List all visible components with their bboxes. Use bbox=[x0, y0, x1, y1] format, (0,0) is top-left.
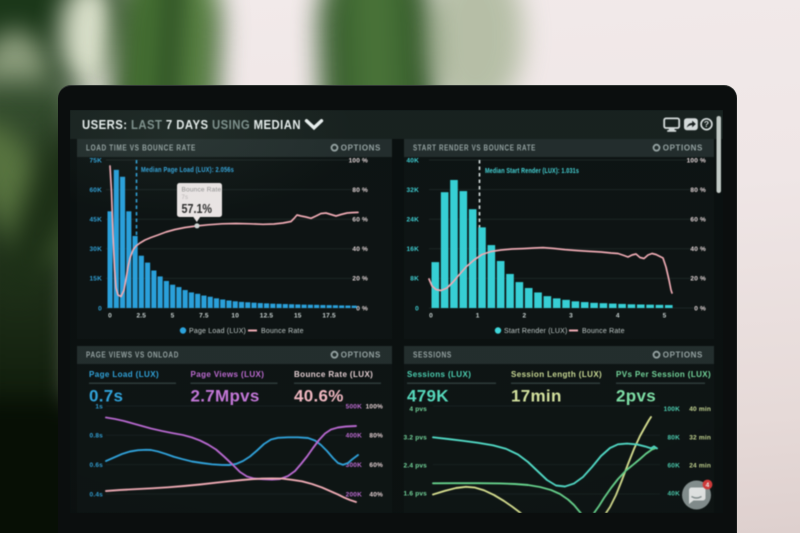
svg-text:60K: 60K bbox=[667, 462, 680, 469]
svg-text:20 %: 20 % bbox=[690, 276, 706, 283]
svg-text:OPTIONS: OPTIONS bbox=[341, 351, 381, 360]
svg-text:500K: 500K bbox=[346, 403, 362, 410]
svg-text:80K: 80K bbox=[667, 434, 680, 441]
svg-text:Bounce Rate: Bounce Rate bbox=[261, 328, 304, 335]
svg-text:60K: 60K bbox=[89, 187, 102, 194]
svg-text:60%: 60% bbox=[369, 462, 383, 469]
svg-text:100 %: 100 % bbox=[687, 157, 706, 164]
svg-text:40K: 40K bbox=[667, 491, 680, 498]
svg-text:80 %: 80 % bbox=[690, 187, 706, 194]
svg-text:2.5: 2.5 bbox=[136, 313, 146, 320]
svg-text:SESSIONS: SESSIONS bbox=[413, 351, 452, 360]
svg-text:17min: 17min bbox=[511, 387, 562, 406]
svg-text:Bounce Rate: Bounce Rate bbox=[582, 328, 625, 335]
svg-text:60 %: 60 % bbox=[352, 217, 368, 224]
svg-text:17.5: 17.5 bbox=[322, 313, 336, 320]
svg-text:START RENDER VS BOUNCE RATE: START RENDER VS BOUNCE RATE bbox=[413, 144, 536, 153]
svg-text:0 %: 0 % bbox=[356, 305, 368, 312]
svg-text:15K: 15K bbox=[89, 276, 102, 283]
svg-text:0.6s: 0.6s bbox=[90, 462, 104, 469]
svg-text:8K: 8K bbox=[410, 276, 419, 283]
svg-text:5: 5 bbox=[663, 313, 667, 320]
svg-text:2: 2 bbox=[522, 313, 526, 320]
svg-text:PAGE VIEWS VS ONLOAD: PAGE VIEWS VS ONLOAD bbox=[86, 351, 179, 360]
svg-text:40.6%: 40.6% bbox=[294, 387, 344, 406]
svg-text:Page Load (LUX): Page Load (LUX) bbox=[89, 370, 159, 379]
svg-text:0.4s: 0.4s bbox=[90, 491, 104, 498]
svg-text:40%: 40% bbox=[369, 491, 383, 498]
svg-text:1s: 1s bbox=[95, 403, 103, 410]
svg-text:Bounce Rate (LUX): Bounce Rate (LUX) bbox=[294, 370, 373, 379]
svg-text:100 %: 100 % bbox=[349, 157, 368, 164]
svg-text:1: 1 bbox=[476, 313, 480, 320]
svg-text:1.6 pvs: 1.6 pvs bbox=[404, 491, 428, 498]
svg-text:5: 5 bbox=[171, 313, 175, 320]
svg-text:Start Render (LUX): Start Render (LUX) bbox=[504, 328, 568, 335]
svg-text:300K: 300K bbox=[346, 462, 362, 469]
svg-text:3.2 pvs: 3.2 pvs bbox=[404, 434, 428, 441]
svg-text:Session Length (LUX): Session Length (LUX) bbox=[511, 370, 602, 379]
svg-text:OPTIONS: OPTIONS bbox=[663, 351, 703, 360]
svg-text:75K: 75K bbox=[89, 157, 102, 164]
svg-text:24K: 24K bbox=[406, 217, 419, 224]
svg-text:0.7s: 0.7s bbox=[89, 387, 123, 406]
svg-text:40 %: 40 % bbox=[352, 246, 368, 253]
svg-text:80%: 80% bbox=[369, 433, 383, 440]
svg-text:0: 0 bbox=[415, 305, 419, 312]
svg-text:32 min: 32 min bbox=[689, 434, 711, 441]
svg-text:LOAD TIME VS BOUNCE RATE: LOAD TIME VS BOUNCE RATE bbox=[86, 144, 196, 153]
svg-text:2pvs: 2pvs bbox=[616, 387, 656, 406]
svg-text:16K: 16K bbox=[406, 246, 419, 253]
svg-text:7s: 7s bbox=[182, 195, 189, 201]
svg-text:100K: 100K bbox=[664, 406, 680, 413]
svg-text:12.5: 12.5 bbox=[260, 313, 274, 320]
svg-text:PVs Per Session (LUX): PVs Per Session (LUX) bbox=[616, 370, 711, 379]
svg-text:Median Page Load (LUX): 2.056s: Median Page Load (LUX): 2.056s bbox=[141, 167, 234, 174]
svg-text:OPTIONS: OPTIONS bbox=[663, 144, 703, 153]
svg-text:60 %: 60 % bbox=[690, 217, 706, 224]
svg-text:15: 15 bbox=[294, 313, 302, 320]
svg-text:32K: 32K bbox=[406, 187, 419, 194]
svg-text:200K: 200K bbox=[346, 491, 362, 498]
svg-text:Median Start Render (LUX): 1.0: Median Start Render (LUX): 1.031s bbox=[485, 168, 579, 175]
svg-text:20 %: 20 % bbox=[352, 276, 368, 283]
svg-text:0.8s: 0.8s bbox=[90, 433, 104, 440]
svg-text:0 %: 0 % bbox=[694, 305, 706, 312]
svg-text:?: ? bbox=[704, 119, 709, 129]
svg-text:OPTIONS: OPTIONS bbox=[341, 144, 381, 153]
svg-text:57.1%: 57.1% bbox=[182, 202, 213, 216]
svg-text:2.4 pvs: 2.4 pvs bbox=[404, 462, 428, 469]
svg-text:7.5: 7.5 bbox=[199, 313, 209, 320]
svg-text:40 min: 40 min bbox=[689, 406, 711, 413]
svg-text:24 min: 24 min bbox=[689, 462, 711, 469]
svg-text:10: 10 bbox=[231, 313, 239, 320]
svg-text:2.7Mpvs: 2.7Mpvs bbox=[191, 387, 260, 406]
svg-text:40 %: 40 % bbox=[690, 246, 706, 253]
svg-text:3: 3 bbox=[569, 313, 573, 320]
svg-text:0: 0 bbox=[98, 305, 102, 312]
svg-text:0: 0 bbox=[108, 313, 112, 320]
svg-text:USERS: LAST 7 DAYS USING MEDIA: USERS: LAST 7 DAYS USING MEDIAN bbox=[82, 117, 301, 132]
svg-text:479K: 479K bbox=[407, 387, 449, 406]
svg-text:4: 4 bbox=[616, 313, 620, 320]
svg-text:400K: 400K bbox=[346, 433, 362, 440]
svg-text:30K: 30K bbox=[89, 246, 102, 253]
svg-text:Sessions (LUX): Sessions (LUX) bbox=[407, 370, 471, 379]
svg-text:40K: 40K bbox=[406, 157, 419, 164]
svg-text:80 %: 80 % bbox=[352, 187, 368, 194]
svg-text:100%: 100% bbox=[366, 403, 383, 410]
svg-text:45K: 45K bbox=[89, 217, 102, 224]
svg-text:4: 4 bbox=[706, 482, 710, 489]
svg-text:Bounce Rate: Bounce Rate bbox=[182, 187, 222, 194]
svg-text:Page Load (LUX): Page Load (LUX) bbox=[189, 328, 246, 335]
svg-text:0: 0 bbox=[429, 313, 433, 320]
svg-text:4 pvs: 4 pvs bbox=[409, 406, 427, 413]
svg-text:Page Views (LUX): Page Views (LUX) bbox=[191, 370, 265, 379]
